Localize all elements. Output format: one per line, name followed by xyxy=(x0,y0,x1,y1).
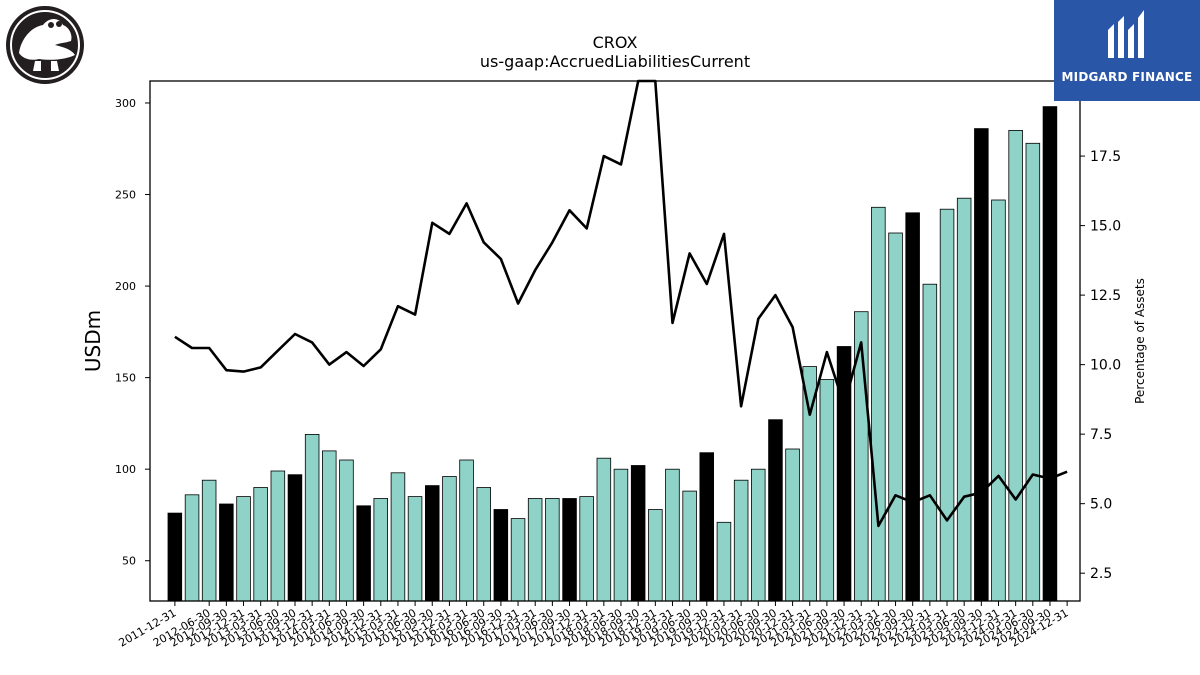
bar-2024-06-30 xyxy=(1025,142,1041,602)
bar-2019-03-31 xyxy=(665,468,680,602)
y2-tick-label: 7.5 xyxy=(1090,427,1112,443)
bar-2017-09-30 xyxy=(562,498,577,602)
y2-tick-label: 17.5 xyxy=(1090,149,1121,165)
bar-2017-03-31 xyxy=(527,498,543,602)
bar-2020-12-31 xyxy=(785,448,800,602)
bar-series xyxy=(167,106,1058,602)
y-tick-label: 200 xyxy=(115,280,136,293)
bar-2016-09-30 xyxy=(493,509,509,602)
bar-2024-03-31 xyxy=(1008,129,1023,602)
bar-2016-03-31 xyxy=(459,459,474,602)
bar-2022-12-31 xyxy=(922,283,938,602)
bar-2012-06-30 xyxy=(201,479,217,602)
bar-2019-06-30 xyxy=(682,490,697,602)
bar-2024-09-30 xyxy=(1042,106,1058,602)
bar-2015-12-31 xyxy=(442,476,457,602)
chart-title: CROX xyxy=(592,33,638,52)
crocodile-mascot-icon xyxy=(5,5,85,85)
bar-2013-06-30 xyxy=(270,470,286,602)
bar-2012-12-31 xyxy=(236,496,251,602)
percentage-of-assets-line xyxy=(174,79,1068,528)
y-tick-label: 150 xyxy=(115,372,136,385)
bar-2012-09-30 xyxy=(219,503,234,602)
right-y-axis: 2.5 5.0 7.5 10.0 12.5 15.0 17.5 xyxy=(1080,149,1121,582)
y2-tick-label: 2.5 xyxy=(1090,566,1112,582)
bar-2021-06-30 xyxy=(819,379,835,602)
bar-2023-06-30 xyxy=(956,197,972,602)
bar-2018-09-30 xyxy=(630,465,646,602)
bar-2020-09-30 xyxy=(768,419,783,602)
bar-2023-12-31 xyxy=(991,199,1006,602)
y-tick-label: 50 xyxy=(122,555,136,568)
bar-2023-03-31 xyxy=(939,208,955,602)
bar-2015-06-30 xyxy=(407,496,423,602)
bar-2015-09-30 xyxy=(424,485,440,602)
left-y-axis: 50 100 150 200 250 300 xyxy=(115,97,150,568)
bar-2022-03-31 xyxy=(871,206,886,602)
bar-2013-03-31 xyxy=(253,487,268,602)
bar-2022-09-30 xyxy=(905,212,920,602)
bar-2017-06-30 xyxy=(545,498,560,602)
bar-2018-03-31 xyxy=(596,457,612,602)
bar-2013-12-31 xyxy=(304,433,320,602)
bar-2014-06-30 xyxy=(339,459,354,602)
y2-tick-label: 10.0 xyxy=(1090,358,1121,374)
chart-title-block: CROX us-gaap:AccruedLiabilitiesCurrent xyxy=(365,33,865,71)
bar-2020-06-30 xyxy=(751,468,766,602)
y2-tick-label: 15.0 xyxy=(1090,219,1121,235)
y-tick-label: 100 xyxy=(115,463,136,476)
midgard-finance-text: MIDGARD FINANCE xyxy=(1061,70,1193,84)
y-tick-label: 300 xyxy=(115,97,136,110)
bar-2014-09-30 xyxy=(356,505,371,602)
chart-subtitle: us-gaap:AccruedLiabilitiesCurrent xyxy=(479,52,751,71)
y-axis-label: USDm xyxy=(81,310,105,372)
midgard-finance-logo: MIDGARD FINANCE xyxy=(1054,0,1200,101)
bar-2017-12-31 xyxy=(579,496,594,602)
x-axis: 2011-12-312012-06-302012-09-302012-12-31… xyxy=(117,601,1071,650)
secondary-y-axis-label: Percentage of Assets xyxy=(1133,278,1147,404)
bar-2016-12-31 xyxy=(510,518,526,602)
bar-2019-09-30 xyxy=(699,452,715,602)
bar-2014-12-31 xyxy=(373,498,388,602)
bar-2019-12-31 xyxy=(716,521,732,602)
bar-2013-09-30 xyxy=(287,474,303,602)
bar-2023-09-30 xyxy=(974,128,989,602)
bar-2014-03-31 xyxy=(321,450,337,602)
y2-tick-label: 12.5 xyxy=(1090,288,1121,304)
bar-2018-06-30 xyxy=(613,468,629,602)
bar-2022-06-30 xyxy=(888,232,903,602)
bar-2020-03-31 xyxy=(733,479,749,602)
y-tick-label: 250 xyxy=(115,189,136,202)
plot-frame xyxy=(149,80,1081,602)
midgard-finance-logo-icon xyxy=(1108,10,1144,58)
bar-2012-03-31 xyxy=(184,494,200,602)
y2-tick-label: 5.0 xyxy=(1090,497,1112,513)
bar-2011-12-31 xyxy=(167,512,183,602)
bar-2015-03-31 xyxy=(390,472,406,602)
bar-2016-06-30 xyxy=(476,487,491,602)
bar-2018-12-31 xyxy=(648,509,663,602)
